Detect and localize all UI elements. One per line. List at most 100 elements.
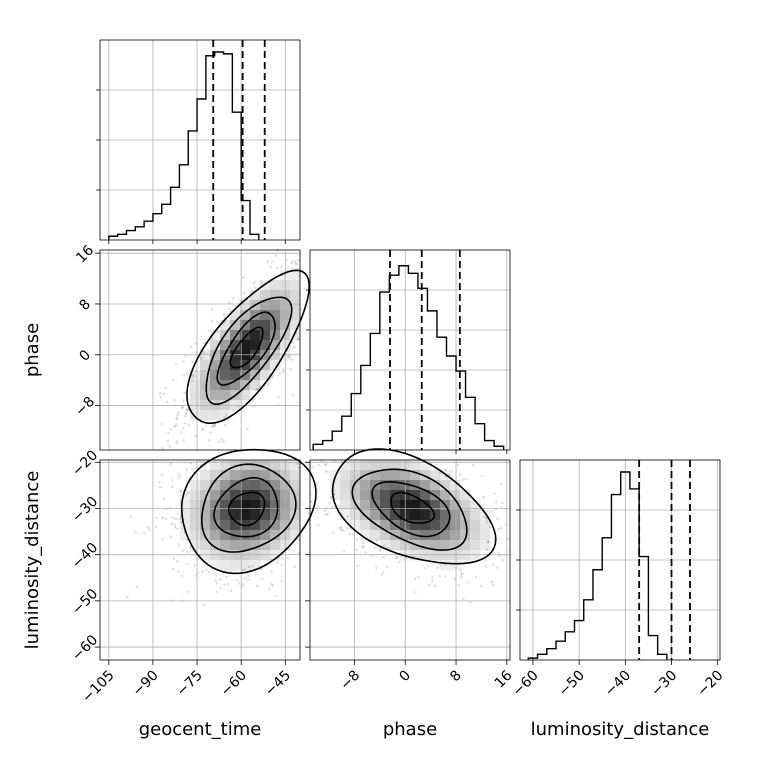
sample-point [501,501,504,505]
sample-point [175,418,179,421]
sample-point [155,516,159,520]
sample-point [378,549,382,552]
contours-luminosity_distance-vs-geocent_time [180,448,317,575]
density-cell [220,340,231,351]
density-cell [410,550,421,561]
sample-point [184,494,188,497]
sample-point [202,427,205,431]
density-cell [330,490,341,501]
density-cell [220,500,231,511]
sample-point [179,430,183,434]
histogram-panel-luminosity_distance [519,459,721,661]
sample-point [255,387,259,391]
sample-point [274,254,278,257]
sample-point [387,546,391,550]
sample-point [297,466,300,470]
density-cell [460,550,471,561]
sample-point [438,563,442,566]
density-cell [260,350,271,361]
sample-point [174,517,178,521]
sample-point [223,424,227,427]
density-cell [230,520,241,531]
density-cell [240,470,251,481]
contour-line [371,480,451,538]
x-tick-label: −75 [174,668,206,700]
density-cell [270,520,281,531]
density-cell [220,470,231,481]
panel-phase-vs-geocent_time [99,249,301,451]
density-cell [290,510,301,521]
density-cell [240,540,251,551]
sample-point [338,527,342,530]
sample-point [181,427,185,430]
density-cell [230,360,241,371]
density-cell [260,370,271,381]
density-cell [450,490,461,501]
sample-point [427,583,431,587]
density-cell [380,540,391,551]
sample-point [181,406,184,409]
density-cell [270,540,281,551]
density-cell [460,500,471,511]
density-cell [270,530,281,541]
sample-point [495,566,499,569]
sample-point [173,525,177,529]
density-cell [230,540,241,551]
sample-point [436,566,440,570]
density-cell [210,460,221,471]
density-cell [250,560,261,571]
density-cell [460,520,471,531]
density-cell [440,520,451,531]
density-cell [190,410,201,421]
sample-point [223,583,226,586]
x-tick-label: −90 [130,668,162,700]
sample-point [466,581,470,584]
density-cell [270,480,281,491]
sample-point [315,483,319,486]
density-cell [450,540,461,551]
x-tick-label: −8 [337,668,363,694]
density-cell [420,540,431,551]
sample-point [323,463,327,467]
sample-point [172,557,176,560]
sample-point [201,570,205,573]
sample-point [164,386,168,390]
y-tick-label: −40 [69,540,101,572]
density-cell [430,520,441,531]
sample-point [185,411,189,415]
sample-point [348,532,352,536]
density-cell [360,480,371,491]
density-cell [190,480,201,491]
sample-point [458,473,462,477]
sample-point [194,574,198,577]
density-cell [210,480,221,491]
density-cell [410,460,421,471]
density-cell [410,470,421,481]
sample-point [333,492,336,496]
sample-point [146,525,149,529]
sample-point [312,465,315,469]
density-cell [260,550,271,561]
sample-point [255,388,258,392]
density-cell [200,490,211,501]
density-cell [430,540,441,551]
sample-point [204,468,207,471]
sample-point [154,525,158,529]
sample-point [361,544,364,548]
density-cell [220,460,231,471]
sample-point [178,476,182,479]
sample-point [341,529,345,532]
density-cell [180,500,191,511]
histogram-panel-geocent_time [99,39,301,241]
sample-point [232,297,235,300]
density-cell [200,360,211,371]
sample-point [295,262,298,266]
sample-point [176,512,180,515]
y-tick-label: −8 [72,394,98,420]
density-cell [230,510,241,521]
panel-luminosity_distance-vs-phase [309,459,511,661]
density-cell [290,310,301,321]
density-cell [380,460,391,471]
density-cell [370,470,381,481]
density-cell [220,480,231,491]
